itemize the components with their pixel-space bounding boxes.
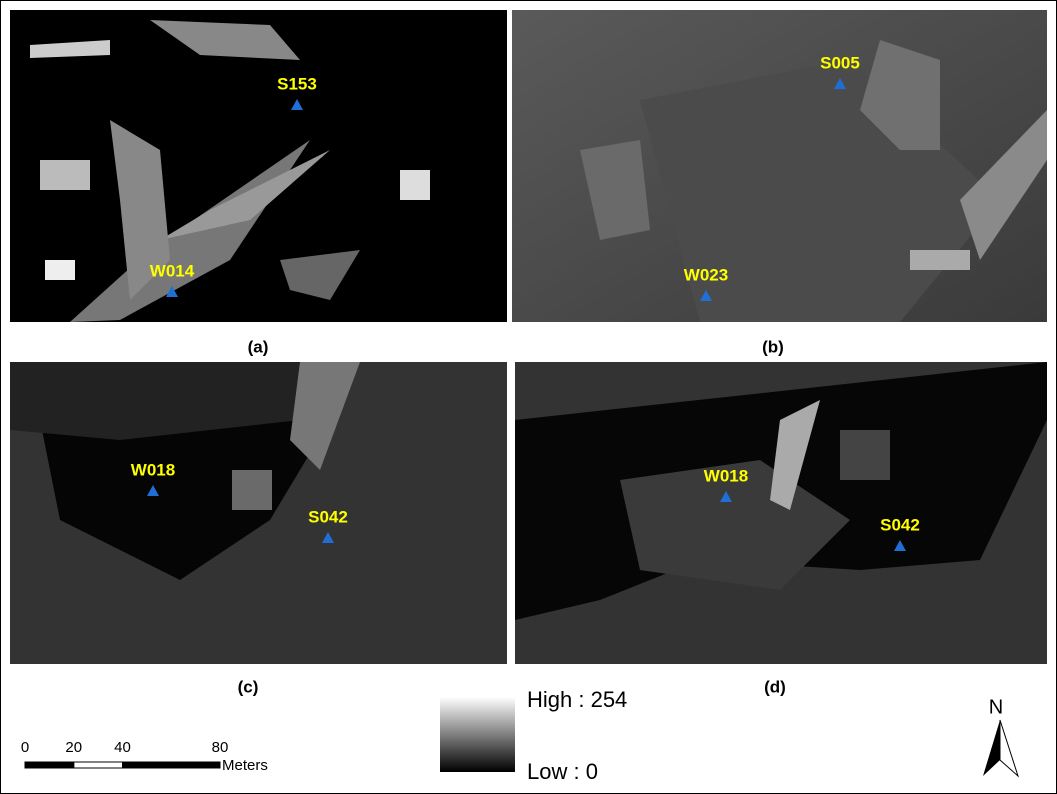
panel-image [512, 10, 1047, 322]
scale-tick-label: 80 [212, 739, 229, 756]
scale-segment [25, 762, 74, 768]
panel-label: (a) [248, 337, 269, 356]
figure: High : 254 Low : 0 N (a) S153 W014 (b) S005 W… [0, 0, 1057, 794]
panel-label: (b) [762, 337, 784, 356]
legend-high: High : 254 [527, 687, 627, 712]
panel-image [515, 362, 1047, 664]
north-label: N [989, 696, 1003, 718]
panel-label: (d) [764, 677, 786, 696]
panel-image [10, 362, 507, 664]
site-label: S005 [820, 53, 860, 72]
scale-tick-label: 40 [114, 739, 131, 756]
scale-unit: Meters [222, 757, 268, 774]
site-label: S153 [277, 74, 317, 93]
panel-image [10, 10, 507, 322]
site-label: S042 [308, 507, 348, 526]
scale-segment [123, 762, 221, 768]
site-label: W023 [684, 265, 728, 284]
legend-low: Low : 0 [527, 759, 598, 784]
scale-segment [74, 762, 123, 768]
site-label: W018 [704, 466, 748, 485]
site-label: S042 [880, 515, 920, 534]
panel-label: (c) [238, 677, 259, 696]
legend-ramp [440, 697, 515, 772]
site-label: W014 [150, 261, 195, 280]
scale-tick-label: 20 [65, 739, 82, 756]
site-label: W018 [131, 460, 175, 479]
scale-tick-label: 0 [21, 739, 29, 756]
